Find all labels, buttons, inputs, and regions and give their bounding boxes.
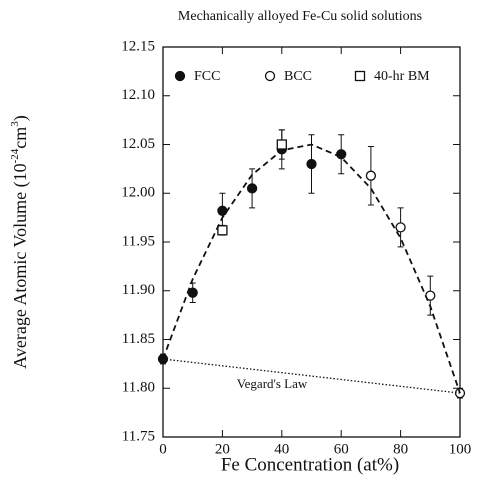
legend-label: FCC xyxy=(194,69,220,84)
y-label-text: Average Atomic Volume (10 xyxy=(10,163,31,368)
marker xyxy=(246,183,258,194)
x-tick-label: 40 xyxy=(274,441,289,457)
plot-frame xyxy=(162,46,461,438)
legend-marker xyxy=(264,70,276,82)
y-label-end: ) xyxy=(10,115,31,121)
y-tick-label: 11.95 xyxy=(122,233,155,249)
x-tick-label: 60 xyxy=(334,441,349,457)
marker xyxy=(336,149,347,160)
legend-label: 40-hr BM xyxy=(374,69,430,84)
y-label-sup: -24 xyxy=(9,148,21,163)
legend-marker xyxy=(354,70,366,82)
y-label-sup: 3 xyxy=(9,121,21,127)
y-tick-label: 11.75 xyxy=(122,428,155,444)
fit-line xyxy=(162,143,461,394)
x-tick-label: 100 xyxy=(449,441,472,457)
marker xyxy=(306,158,317,170)
fit-line xyxy=(162,358,461,394)
y-tick-label: 12.10 xyxy=(121,87,155,103)
y-tick-label: 12.05 xyxy=(121,136,155,152)
y-tick-label: 12.00 xyxy=(121,185,155,201)
marker xyxy=(276,139,287,150)
legend-label: BCC xyxy=(284,69,312,84)
y-tick-label: 12.15 xyxy=(121,38,155,54)
marker xyxy=(395,222,406,233)
x-tick-label: 0 xyxy=(159,441,167,457)
x-tick-label: 80 xyxy=(393,441,408,457)
chart-title: Mechanically alloyed Fe-Cu solid solutio… xyxy=(178,9,422,24)
line-annotation: Vegard's Law xyxy=(237,376,308,391)
marker xyxy=(365,170,377,181)
x-tick-label: 20 xyxy=(215,441,230,457)
y-label-unit: cm xyxy=(10,127,30,149)
y-tick-label: 11.80 xyxy=(122,380,155,396)
legend-marker xyxy=(174,70,186,82)
y-axis-label: Average Atomic Volume (10-24cm3) xyxy=(9,115,32,369)
marker xyxy=(217,225,228,236)
y-tick-label: 11.90 xyxy=(122,282,155,298)
marker xyxy=(217,205,228,216)
x-axis-label: Fe Concentration (at%) xyxy=(221,454,399,475)
y-tick-label: 11.85 xyxy=(122,331,155,347)
